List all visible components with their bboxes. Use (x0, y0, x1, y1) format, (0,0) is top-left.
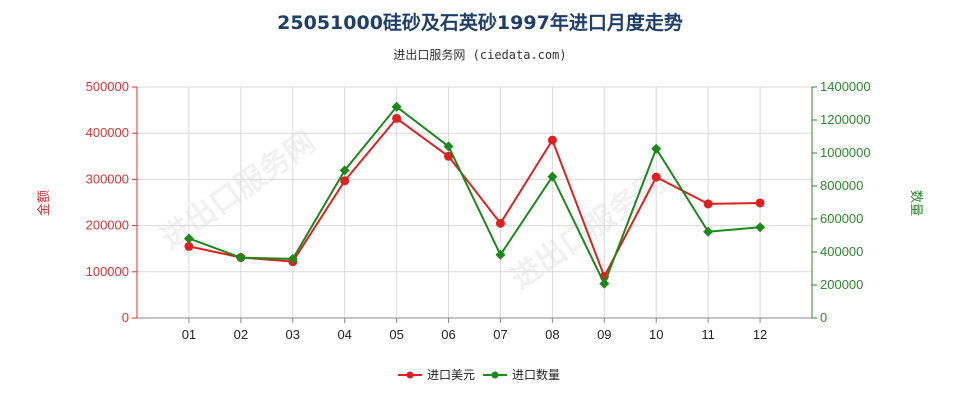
data-point-qty (651, 143, 662, 154)
chart-title: 25051000硅砂及石英砂1997年进口月度走势 (277, 11, 683, 34)
right-tick-label: 800000 (820, 178, 863, 193)
x-tick-label: 07 (493, 327, 507, 342)
data-point-qty (495, 249, 506, 260)
watermark-text: 进出口服务网 (155, 125, 323, 257)
data-point-qty (391, 101, 402, 112)
watermark-text: 进出口服务网 (505, 165, 673, 297)
data-point-qty (287, 253, 298, 264)
legend-label-usd: 进口美元 (427, 368, 475, 382)
legend-label-qty: 进口数量 (512, 367, 560, 382)
data-point-qty (443, 141, 454, 152)
right-tick-label: 1200000 (820, 112, 871, 127)
right-axis-label: 数量 (908, 190, 923, 216)
right-tick-label: 400000 (820, 244, 863, 259)
right-tick-label: 0 (820, 310, 827, 325)
x-tick-label: 03 (286, 327, 300, 342)
data-point-qty (547, 171, 558, 182)
left-tick-label: 100000 (86, 264, 129, 279)
left-axis-label: 金额 (36, 190, 52, 216)
right-axis-ticks: 0 200000 400000 600000 800000 1000000 1200000 1… (812, 79, 871, 325)
data-point-usd (392, 113, 402, 123)
data-point-qty (703, 226, 714, 237)
legend-marker-usd (406, 371, 414, 379)
x-tick-label: 08 (545, 327, 559, 342)
data-point-usd (444, 151, 454, 161)
series-layer (183, 101, 766, 289)
x-tick-label: 05 (389, 327, 403, 342)
legend-marker-qty (491, 371, 499, 379)
data-point-qty (183, 233, 194, 244)
left-axis-ticks: 0 100000 200000 300000 400000 500000 (86, 79, 137, 325)
x-tick-label: 01 (182, 327, 196, 342)
data-point-qty (235, 252, 246, 263)
series-line-qty (188, 105, 761, 287)
x-tick-label: 02 (234, 327, 248, 342)
left-tick-label: 300000 (86, 171, 129, 186)
legend: 进口美元 进口数量 (398, 367, 560, 382)
data-point-usd (184, 241, 194, 251)
right-tick-label: 200000 (820, 277, 863, 292)
x-tick-label: 04 (337, 327, 351, 342)
data-point-qty (599, 278, 610, 289)
right-tick-label: 600000 (820, 211, 863, 226)
data-point-usd (755, 198, 765, 208)
x-tick-label: 12 (753, 327, 767, 342)
chart-subtitle: 进出口服务网 (ciedata.com) (393, 47, 566, 62)
left-tick-label: 500000 (86, 79, 129, 94)
left-tick-label: 0 (122, 310, 129, 325)
left-tick-label: 400000 (86, 125, 129, 140)
x-tick-label: 09 (597, 327, 611, 342)
data-point-qty (755, 222, 766, 233)
data-point-usd (651, 172, 661, 182)
right-tick-label: 1000000 (820, 145, 871, 160)
x-tick-label: 11 (701, 327, 715, 342)
legend-item-usd[interactable]: 进口美元 (398, 368, 475, 382)
data-point-usd (340, 176, 350, 186)
data-point-usd (547, 135, 557, 145)
data-point-usd (495, 218, 505, 228)
x-axis-ticks: 01 02 03 04 05 06 07 08 09 10 11 12 (182, 318, 767, 342)
x-tick-label: 10 (649, 327, 663, 342)
left-tick-label: 200000 (86, 218, 129, 233)
data-point-usd (703, 199, 713, 209)
watermark-group: 进出口服务网 进出口服务网 (155, 125, 673, 297)
data-point-qty (339, 165, 350, 176)
legend-item-qty[interactable]: 进口数量 (483, 367, 560, 382)
x-tick-label: 06 (441, 327, 455, 342)
series-line-usd (188, 117, 761, 279)
right-tick-label: 1400000 (820, 79, 871, 94)
axes (136, 87, 813, 319)
